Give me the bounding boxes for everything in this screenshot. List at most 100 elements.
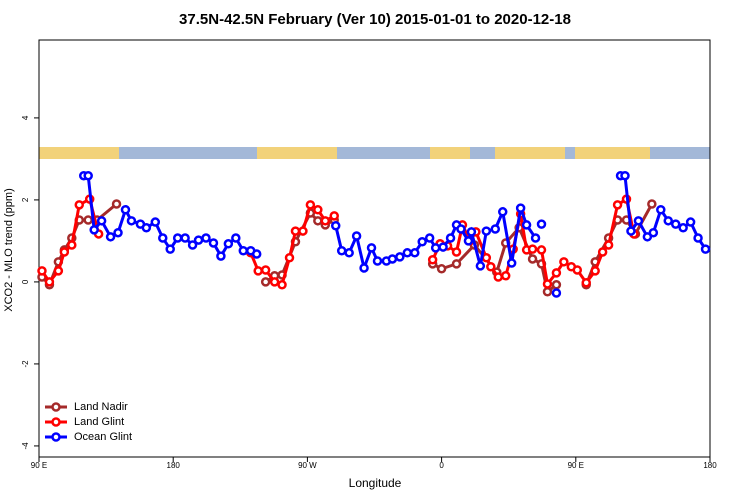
data-point bbox=[551, 288, 562, 298]
data-point bbox=[126, 216, 137, 226]
data-point bbox=[647, 199, 657, 209]
legend-label: Land Glint bbox=[74, 416, 124, 428]
data-point bbox=[475, 261, 486, 271]
data-point bbox=[620, 170, 630, 181]
data-point bbox=[430, 243, 441, 253]
data-point bbox=[37, 266, 47, 276]
data-point bbox=[172, 233, 183, 243]
data-point bbox=[180, 233, 190, 243]
data-point bbox=[96, 216, 107, 226]
map-strip bbox=[39, 147, 710, 159]
data-point bbox=[269, 277, 280, 287]
data-point bbox=[83, 215, 93, 225]
legend-label: Ocean Glint bbox=[74, 431, 132, 443]
data-point bbox=[395, 252, 405, 262]
y-axis-label: XCO2 - MLO trend (ppm) bbox=[3, 188, 15, 311]
legend-marker bbox=[51, 432, 61, 442]
data-point bbox=[521, 220, 532, 230]
y-tick-label: 4 bbox=[21, 115, 30, 120]
data-point bbox=[515, 203, 526, 213]
data-point bbox=[642, 232, 653, 242]
data-point bbox=[298, 226, 308, 236]
data-point bbox=[150, 217, 161, 227]
data-point bbox=[53, 266, 64, 276]
data-point bbox=[89, 225, 99, 235]
data-point bbox=[678, 223, 688, 233]
data-point bbox=[424, 233, 435, 243]
data-point bbox=[216, 251, 226, 261]
data-point bbox=[290, 226, 301, 236]
data-point bbox=[486, 261, 496, 272]
data-point bbox=[463, 236, 474, 246]
data-point bbox=[351, 231, 362, 241]
data-point bbox=[536, 219, 547, 229]
data-point bbox=[223, 239, 234, 249]
x-axis-label: Longitude bbox=[349, 476, 402, 490]
data-point bbox=[527, 254, 538, 264]
data-point bbox=[685, 217, 696, 227]
data-point bbox=[187, 240, 198, 250]
data-point bbox=[336, 246, 347, 256]
data-point bbox=[527, 244, 538, 254]
data-point bbox=[466, 227, 477, 237]
data-point bbox=[111, 199, 122, 209]
data-point bbox=[451, 259, 462, 269]
land-strip bbox=[257, 147, 337, 159]
data-point bbox=[436, 264, 447, 274]
legend-label: Land Nadir bbox=[74, 401, 128, 413]
data-point bbox=[238, 246, 249, 256]
x-tick-label: 90 E bbox=[568, 461, 584, 470]
data-point bbox=[542, 287, 553, 297]
land-strip bbox=[39, 147, 119, 159]
data-point bbox=[536, 245, 547, 255]
data-point bbox=[320, 216, 331, 226]
x-tick-label: 180 bbox=[703, 461, 717, 470]
data-point bbox=[493, 272, 504, 282]
y-tick-label: -2 bbox=[21, 360, 30, 368]
data-point bbox=[500, 271, 511, 281]
data-point bbox=[490, 224, 501, 234]
data-point bbox=[83, 170, 93, 181]
data-point bbox=[120, 205, 131, 215]
data-point bbox=[530, 233, 541, 243]
x-tick-label: 180 bbox=[167, 461, 181, 470]
data-point bbox=[67, 240, 77, 250]
data-point bbox=[559, 257, 569, 267]
x-tick-label: 90 W bbox=[298, 461, 317, 470]
data-point bbox=[417, 236, 427, 247]
data-point bbox=[612, 200, 623, 210]
data-point bbox=[158, 233, 168, 243]
data-point bbox=[497, 207, 508, 217]
data-point bbox=[456, 224, 466, 234]
data-point bbox=[366, 243, 377, 253]
data-point bbox=[305, 200, 316, 210]
data-point bbox=[253, 266, 263, 276]
data-point bbox=[551, 268, 562, 278]
data-point bbox=[402, 248, 413, 258]
data-point bbox=[344, 248, 354, 258]
data-point bbox=[410, 248, 420, 258]
data-point bbox=[329, 211, 339, 221]
y-tick-label: 0 bbox=[21, 279, 30, 284]
data-point bbox=[277, 280, 287, 290]
data-point bbox=[481, 252, 492, 263]
data-point bbox=[165, 244, 175, 254]
data-point bbox=[284, 252, 295, 263]
data-point bbox=[330, 220, 341, 231]
data-point bbox=[231, 233, 241, 243]
legend-marker bbox=[51, 417, 61, 427]
data-point bbox=[597, 247, 608, 257]
data-point bbox=[700, 244, 711, 254]
y-tick-label: -4 bbox=[21, 442, 30, 450]
data-point bbox=[313, 205, 323, 215]
data-point bbox=[260, 265, 271, 275]
data-point bbox=[201, 233, 211, 243]
data-point bbox=[656, 205, 666, 215]
data-point bbox=[74, 200, 85, 210]
data-point bbox=[359, 263, 369, 273]
data-point bbox=[670, 219, 681, 229]
data-point bbox=[581, 277, 591, 288]
y-tick-label: 2 bbox=[21, 197, 30, 202]
